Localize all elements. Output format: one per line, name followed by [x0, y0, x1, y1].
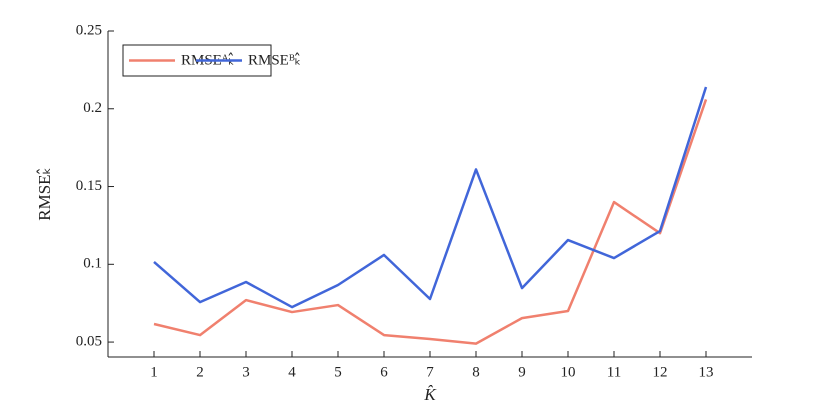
- series-line: [153, 86, 708, 309]
- legend-label: RMSEᴮₖ̂: [248, 52, 301, 68]
- x-tick-label: 13: [699, 364, 714, 380]
- x-tick-label: 3: [242, 364, 250, 380]
- x-tick-label: 12: [653, 364, 668, 380]
- x-axis-label: K̂: [423, 385, 437, 404]
- y-tick-label: 0.15: [76, 178, 102, 194]
- y-tick-label: 0.1: [83, 256, 102, 272]
- x-tick-label: 8: [472, 364, 480, 380]
- x-tick-label: 1: [150, 364, 158, 380]
- x-tick-label: 7: [426, 364, 434, 380]
- x-tick-label: 4: [288, 364, 296, 380]
- x-tick-label: 10: [561, 364, 576, 380]
- y-tick-label: 0.25: [76, 22, 102, 38]
- x-tick-label: 5: [334, 364, 342, 380]
- x-tick-label: 6: [380, 364, 388, 380]
- y-tick-label: 0.2: [83, 100, 102, 116]
- x-tick-label: 9: [518, 364, 526, 380]
- y-axis-label: RMSEₖ̂: [35, 167, 54, 221]
- series-line: [153, 99, 708, 345]
- x-tick-label: 11: [607, 364, 621, 380]
- x-tick-label: 2: [196, 364, 204, 380]
- y-tick-label: 0.05: [76, 334, 102, 350]
